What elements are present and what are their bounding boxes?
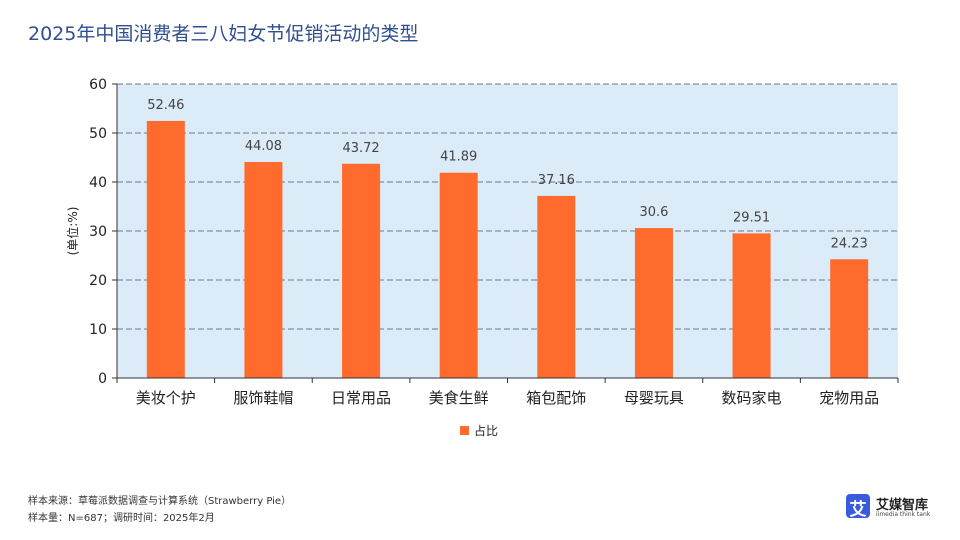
data-label: 30.6 xyxy=(639,205,668,220)
bar xyxy=(537,195,576,378)
data-label: 43.72 xyxy=(342,141,379,156)
sample-note: 样本量：N=687；调研时间：2025年2月 xyxy=(28,513,215,524)
legend: 占比 xyxy=(460,423,498,438)
x-tick-label: 宠物用品 xyxy=(819,389,879,407)
data-label: 52.46 xyxy=(147,98,184,113)
data-label: 29.51 xyxy=(733,210,770,225)
x-tick-label: 箱包配饰 xyxy=(526,389,586,407)
bar xyxy=(634,228,673,378)
data-label: 41.89 xyxy=(440,150,477,165)
chart-title: 2025年中国消费者三八妇女节促销活动的类型 xyxy=(28,23,419,45)
logo-badge-text: 艾 xyxy=(849,500,867,520)
legend-label: 占比 xyxy=(474,423,498,438)
data-label: 37.16 xyxy=(538,173,575,188)
bar xyxy=(439,172,478,378)
y-tick-label: 40 xyxy=(89,175,107,191)
logo-name: 艾媒智库 xyxy=(876,498,929,513)
bar xyxy=(146,120,185,379)
brand-logo: 艾 艾媒智库 iimedia think tank xyxy=(846,494,946,522)
y-tick-label: 20 xyxy=(89,273,107,289)
y-tick-label: 0 xyxy=(98,371,107,387)
bar xyxy=(830,259,869,378)
y-tick-label: 30 xyxy=(89,224,107,240)
x-tick-label: 数码家电 xyxy=(722,389,782,407)
bar xyxy=(342,163,381,378)
y-tick-label: 50 xyxy=(89,126,107,142)
data-label: 44.08 xyxy=(245,139,282,154)
x-tick-label: 母婴玩具 xyxy=(624,389,684,407)
logo-subtitle: iimedia think tank xyxy=(876,511,931,518)
y-tick-label: 10 xyxy=(89,322,107,338)
x-tick-label: 美妆个护 xyxy=(136,389,196,407)
data-label: 24.23 xyxy=(831,236,868,251)
legend-swatch xyxy=(460,426,469,435)
logo-badge-icon: 艾 xyxy=(846,494,870,520)
x-tick-label: 美食生鲜 xyxy=(429,389,489,407)
y-axis-label: (单位:%) xyxy=(65,207,80,256)
y-tick-label: 60 xyxy=(89,77,107,93)
x-tick-label: 服饰鞋帽 xyxy=(233,389,293,407)
x-tick-label: 日常用品 xyxy=(331,389,391,407)
source-note: 样本来源：草莓派数据调查与计算系统（Strawberry Pie） xyxy=(28,496,292,507)
data-labels: 52.46 44.08 43.72 41.89 37.16 30.6 29.51 24.23 xyxy=(147,98,868,251)
axes: 0 10 20 30 40 50 60 美妆个护 服饰鞋帽 日常用品 美食生鲜 箱包配饰 母婴玩具 数码家… xyxy=(89,77,899,407)
bar xyxy=(732,233,771,378)
bar xyxy=(244,162,283,378)
bars xyxy=(146,120,869,379)
